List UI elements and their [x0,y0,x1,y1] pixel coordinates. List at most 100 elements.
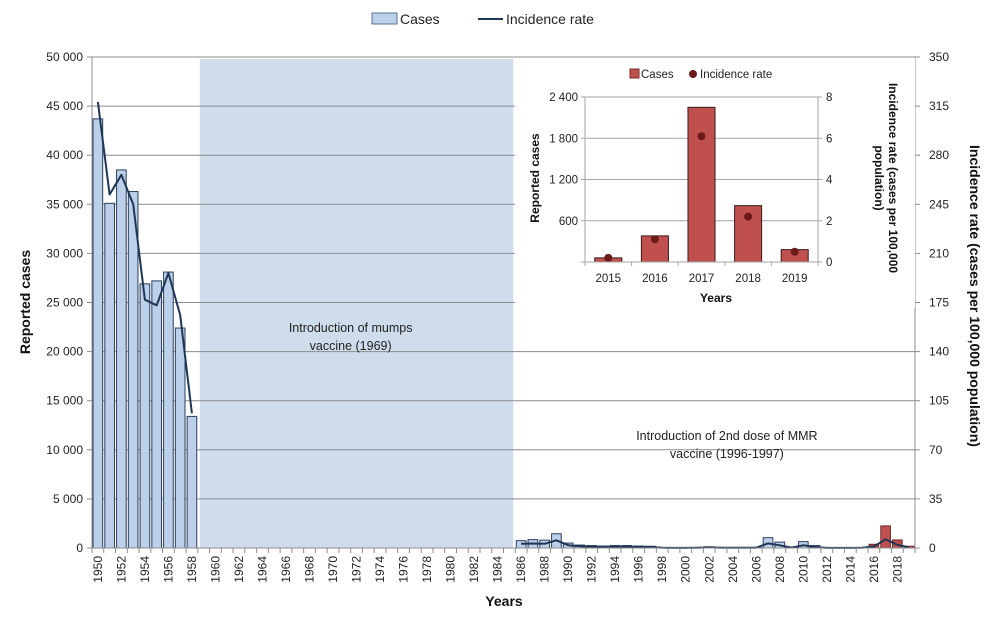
x-tick-label: 1954 [138,556,152,583]
legend-cases-label: Cases [400,11,440,27]
inset-y2-tick-label: 8 [826,92,832,104]
main-legend: Cases Incidence rate [371,11,594,27]
x-tick-label: 1958 [185,556,199,583]
x-tick-label: 2012 [820,556,834,583]
y-tick-label: 20 000 [46,345,83,359]
annotation-2-line-1: Introduction of 2nd dose of MMR [636,429,817,443]
y-tick-label: 0 [76,541,83,555]
y2-tick-label: 35 [929,492,943,506]
x-tick-label: 1976 [397,556,411,583]
y2-tick-label: 350 [929,50,949,64]
x-tick-label: 1966 [279,556,293,583]
inset-incidence-marker-2019 [790,247,799,256]
inset-x-tick-label: 2015 [596,273,622,285]
cases-bar-1951 [104,202,115,549]
inset-y2-axis-title-line1: Incidence rate (cases per 100,000 [886,83,900,273]
incidence-line-segment-1 [96,101,193,414]
inset-y2-tick-label: 0 [826,257,832,269]
x-tick-label: 2004 [726,556,740,583]
x-tick-label: 1996 [632,556,646,583]
y2-tick-label: 245 [929,197,949,211]
main-x-axis-title: Years [485,593,523,609]
annotation-2-line-2: vaccine (1996-1997) [670,447,784,461]
cases-bar-2017 [880,525,891,549]
y2-tick-label: 315 [929,99,949,113]
cases-bar-1953 [127,191,139,549]
inset-y-tick-label: 1 800 [549,133,578,145]
inset-bars [594,106,809,263]
y2-tick-label: 175 [929,296,949,310]
inset-incidence-marker-2017 [697,132,706,141]
y-tick-label: 30 000 [46,246,83,260]
x-tick-label: 1982 [467,556,481,583]
inset-axes: 600 1 200 1 800 2 400 0 2 4 6 8 2015 2016 2017 2018 2… [549,92,833,285]
cases-bar-1950 [92,118,104,549]
y2-tick-label: 280 [929,148,949,162]
inset-x-tick-label: 2019 [782,273,808,285]
y-tick-label: 25 000 [46,296,83,310]
main-annotations: Introduction of mumps vaccine (1969) Intro… [289,321,818,461]
inset-y-axis-title: Reported cases [528,133,542,223]
inset-incidence-markers [604,132,799,262]
legend-cases-swatch [371,12,398,25]
x-tick-label: 1968 [303,556,317,583]
inset-legend-incidence-swatch [689,70,697,78]
x-tick-label: 1992 [585,556,599,583]
y2-tick-label: 0 [929,541,936,555]
inset-chart: Cases Incidence rate 600 1 200 1 800 2 400 0… [515,58,915,308]
cases-bar-1958 [186,415,198,549]
y-tick-label: 45 000 [46,99,83,113]
inset-y-tick-label: 2 400 [549,92,578,104]
inset-x-tick-label: 2018 [735,273,761,285]
x-tick-label: 1962 [232,556,246,583]
x-tick-label: 1998 [655,556,669,583]
inset-cases-bar-2017 [687,106,716,263]
x-tick-label: 1952 [114,556,128,583]
inset-legend-incidence-label: Incidence rate [700,69,772,81]
annotation-1-line-2: vaccine (1969) [310,339,392,353]
shaded-region [199,59,514,548]
y-tick-label: 10 000 [46,443,83,457]
inset-y2-tick-label: 6 [826,133,832,145]
legend-incidence-label: Incidence rate [506,11,594,27]
y-tick-label: 40 000 [46,148,83,162]
y2-tick-label: 210 [929,246,949,260]
cases-bar-1955 [151,280,162,549]
inset-legend-cases-label: Cases [641,69,674,81]
y2-tick-label: 105 [929,394,949,408]
x-tick-label: 1978 [420,556,434,583]
incidence-line-segment-2 [521,538,910,549]
cases-bar-1954 [139,283,151,549]
x-tick-label: 2006 [749,556,763,583]
x-tick-label: 1990 [561,556,575,583]
x-tick-label: 1986 [514,556,528,583]
y-tick-label: 50 000 [46,50,83,64]
x-tick-label: 2016 [867,556,881,583]
inset-x-tick-label: 2016 [642,273,668,285]
y-tick-label: 35 000 [46,197,83,211]
annotation-1-line-1: Introduction of mumps [289,321,413,335]
inset-x-tick-label: 2017 [689,273,715,285]
vaccine-era-shade [199,59,514,548]
cases-bar-1952 [116,169,127,549]
inset-y2-axis-title-line2: population) [872,145,886,210]
x-tick-label: 1988 [538,556,552,583]
x-tick-label: 1956 [161,556,175,583]
x-tick-label: 2000 [679,556,693,583]
x-tick-label: 1970 [326,556,340,583]
inset-y2-axis-title: Incidence rate (cases per 100,000 popula… [872,83,900,273]
y-tick-label: 5 000 [53,492,83,506]
x-tick-label: 1972 [350,556,364,583]
inset-legend: Cases Incidence rate [629,68,772,81]
y2-tick-label: 70 [929,443,943,457]
cases-bar-1957 [174,327,186,549]
x-tick-label: 2008 [773,556,787,583]
inset-x-axis-title: Years [700,291,732,305]
x-tick-label: 1980 [444,556,458,583]
inset-y2-tick-label: 2 [826,216,832,228]
inset-incidence-marker-2016 [650,235,659,244]
x-tick-label: 1984 [491,556,505,583]
x-tick-label: 1950 [91,556,105,583]
inset-y2-tick-label: 4 [826,175,833,187]
